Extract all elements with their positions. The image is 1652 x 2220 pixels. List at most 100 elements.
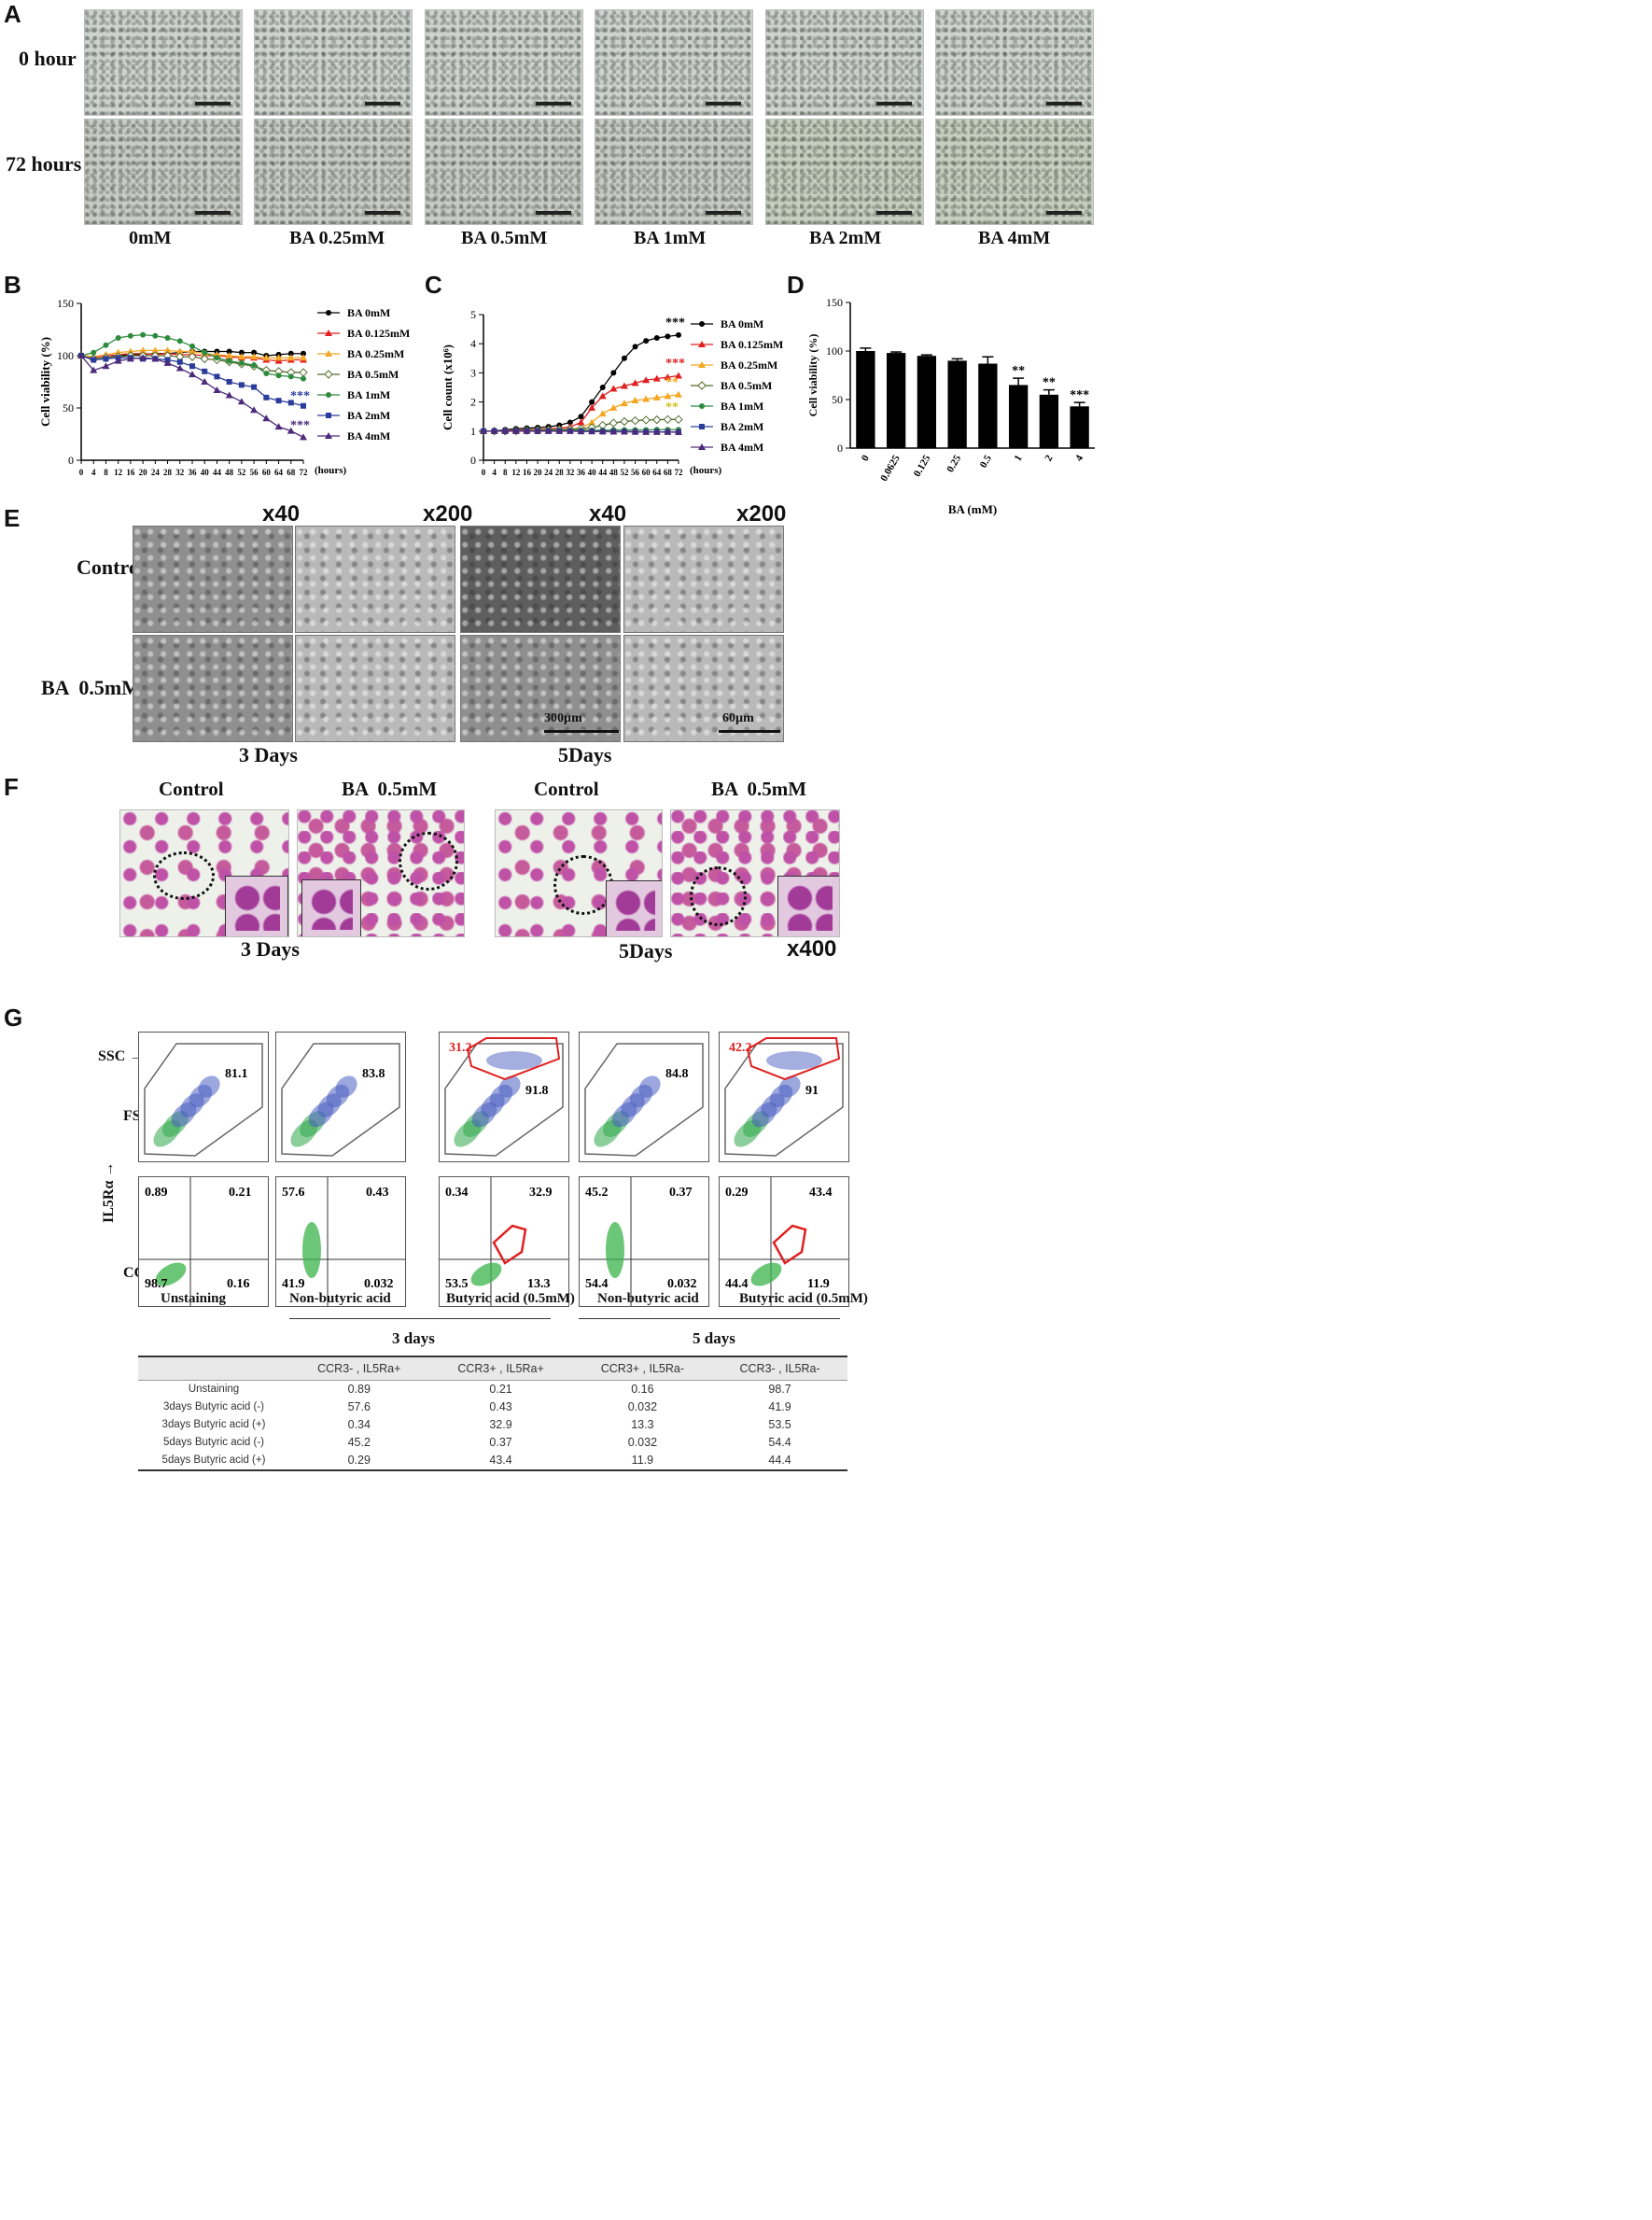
mag-x200-1: x200 [423, 501, 473, 527]
texture [595, 10, 752, 115]
panel-a-label: A [4, 0, 21, 28]
bar-0.25 [947, 360, 967, 448]
micrograph-a-r0-c5 [935, 9, 1094, 116]
data-point [490, 427, 498, 434]
data-point [299, 368, 308, 377]
zoom-inset [606, 880, 662, 936]
y-tick-label: 100 [57, 349, 74, 362]
data-point [126, 355, 134, 362]
scale-bar [195, 102, 231, 105]
red-gate-polygon [492, 1224, 527, 1265]
table-cell: 0.16 [631, 1383, 654, 1396]
table-header-cell: CCR3+ , IL5Ra- [572, 1356, 713, 1381]
eosinophil-population [486, 1051, 542, 1070]
row-label: 5days Butyric acid (+) [161, 1454, 266, 1466]
x-tick-label: 44 [598, 468, 608, 477]
cell-population [498, 1075, 521, 1098]
quadrant-plot-4: 0.29 43.4 44.4 11.9 [719, 1176, 849, 1307]
data-point [189, 371, 196, 378]
data-point [300, 354, 307, 361]
significance-mark: *** [290, 418, 310, 432]
x-tick-label: 1 [1013, 454, 1025, 464]
data-point [287, 354, 295, 361]
condition-label-5: BA 4mM [978, 228, 1051, 248]
data-point [609, 403, 618, 411]
table-header-row: CCR3- , IL5Ra+ CCR3+ , IL5Ra+ CCR3+ , IL5R… [138, 1356, 847, 1381]
data-point [176, 358, 183, 365]
phase-image-r1-c1 [295, 635, 455, 742]
data-point [164, 334, 171, 341]
mag-x40-1: x40 [262, 501, 301, 527]
quadrant-value-ll: 98.7 [145, 1277, 168, 1291]
quadrant-value-ur: 43.4 [809, 1186, 833, 1200]
x-tick-label: 0 [482, 468, 486, 477]
row-label: Unstaining [188, 1384, 240, 1395]
data-point [251, 362, 258, 369]
quadrant-value-ur: 0.37 [669, 1186, 693, 1200]
panel-b-label: B [4, 271, 21, 299]
legend-label: BA 0.5mM [347, 368, 399, 381]
table-cell: 13.3 [631, 1418, 654, 1431]
scale-bar [365, 211, 400, 215]
table-cell: 11.9 [631, 1454, 654, 1467]
scatter-plot-3: 84.8 [579, 1032, 709, 1162]
x-tick-label: 2 [1043, 453, 1055, 463]
quadrant-value-ll: 44.4 [725, 1277, 749, 1291]
data-point [631, 428, 639, 435]
data-point [275, 372, 282, 379]
table-cell: 0.37 [489, 1436, 512, 1449]
y-axis-label: Cell count (x10⁶) [441, 344, 455, 430]
legend-label: BA 0mM [347, 306, 390, 319]
data-point [200, 354, 209, 364]
table-cell: 0.89 [347, 1383, 371, 1396]
x-tick-label: 24 [544, 468, 553, 477]
stain-image-1 [297, 809, 465, 937]
data-point [77, 352, 85, 358]
gate-polygon [584, 1043, 704, 1157]
micrograph-a-r0-c3 [595, 9, 753, 116]
data-point [189, 363, 195, 370]
f-days-3: 3 Days [241, 937, 300, 961]
data-point [152, 332, 159, 339]
quadrant-summary-table: CCR3- , IL5Ra+ CCR3+ , IL5Ra+ CCR3+ , IL5R… [138, 1356, 847, 1471]
scale-label-60um: 60µm [722, 711, 754, 725]
x-tick-label: 20 [139, 468, 148, 477]
data-point [598, 410, 607, 417]
x-tick-label: 0.5 [978, 453, 995, 470]
data-point [287, 427, 295, 434]
legend-marker [699, 424, 705, 429]
quadrant-value-ul: 57.6 [282, 1186, 305, 1200]
gate-value: 91 [805, 1084, 819, 1098]
significance-mark: *** [665, 357, 685, 371]
significance-mark: *** [665, 316, 685, 330]
stain-image-0 [119, 809, 289, 937]
days-3-label: 3 Days [239, 743, 298, 766]
x-tick-label: 0.25 [945, 453, 963, 474]
legend-label: BA 0.25mM [721, 358, 777, 372]
phase-image-r1-c0 [133, 635, 293, 742]
data-point [201, 378, 209, 385]
micrograph-a-r1-c3 [595, 119, 753, 225]
significance-mark: ** [1012, 364, 1025, 378]
data-point [163, 358, 172, 366]
zoom-inset [777, 876, 839, 936]
scale-bar-300um [544, 730, 619, 733]
group-line-5days [579, 1318, 840, 1319]
y-tick-label: 100 [826, 344, 843, 358]
table-row: 3days Butyric acid (-) 57.6 0.43 0.032 41.9 [138, 1398, 847, 1416]
data-point [652, 393, 661, 400]
data-point [664, 373, 672, 381]
x-tick-label: 12 [511, 468, 521, 477]
data-point [226, 348, 232, 355]
dotted-circle [399, 832, 458, 891]
gate-polygon [144, 1043, 263, 1157]
eosinophil-population [766, 1051, 822, 1070]
x-tick-label: 4 [492, 468, 497, 477]
data-point [566, 427, 574, 434]
x-axis-label: BA (mM) [948, 502, 997, 516]
data-point [588, 403, 596, 411]
bar-1 [1008, 385, 1029, 448]
quadrant-plot-0: 0.89 0.21 98.7 0.16 [138, 1176, 269, 1307]
y-tick-label: 50 [832, 393, 843, 406]
